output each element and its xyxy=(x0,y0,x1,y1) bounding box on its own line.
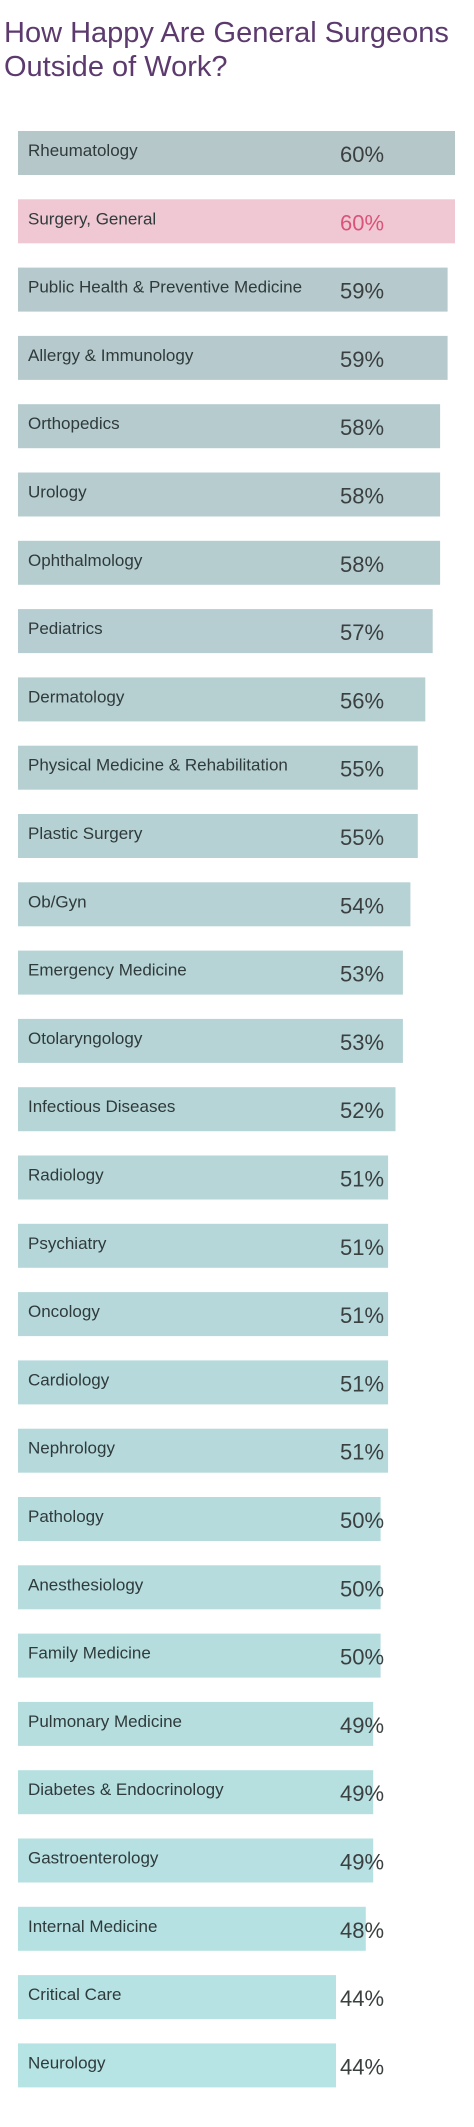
bar-label-7: Pediatrics xyxy=(28,619,103,638)
bar-17 xyxy=(18,1292,389,1337)
bar-3 xyxy=(18,335,448,380)
bar-11 xyxy=(18,882,411,927)
bar-label-28: Neurology xyxy=(28,2053,106,2072)
bar-label-18: Cardiology xyxy=(28,1370,110,1389)
bar-label-5: Urology xyxy=(28,483,87,502)
bar-value-label-7: 57% xyxy=(340,620,384,645)
bar-value-label-14: 52% xyxy=(340,1098,384,1123)
bar-label-4: Orthopedics xyxy=(28,414,120,433)
bar-23 xyxy=(18,1701,374,1746)
bar-value-label-28: 44% xyxy=(340,2054,384,2079)
bar-9 xyxy=(18,745,418,790)
chart-title: How Happy Are General Surgeons Outside o… xyxy=(4,17,449,83)
bar-value-label-8: 56% xyxy=(340,688,384,713)
bar-label-26: Internal Medicine xyxy=(28,1917,157,1936)
bar-label-27: Critical Care xyxy=(28,1985,122,2004)
bar-value-label-1: 60% xyxy=(340,210,384,235)
bar-25 xyxy=(18,1838,374,1883)
bar-label-15: Radiology xyxy=(28,1166,104,1185)
bar-label-8: Dermatology xyxy=(28,687,125,706)
bar-4 xyxy=(18,404,441,449)
bar-value-label-19: 51% xyxy=(340,1440,384,1465)
bar-1 xyxy=(18,199,455,244)
bar-19 xyxy=(18,1428,389,1473)
bar-value-label-15: 51% xyxy=(340,1167,384,1192)
bar-label-9: Physical Medicine & Rehabilitation xyxy=(28,756,288,775)
bar-label-2: Public Health & Preventive Medicine xyxy=(28,278,302,297)
bar-0 xyxy=(18,131,455,175)
bar-label-17: Oncology xyxy=(28,1302,100,1321)
bar-20 xyxy=(18,1497,381,1541)
bar-label-21: Anesthesiology xyxy=(28,1575,144,1594)
bar-value-label-21: 50% xyxy=(340,1576,384,1601)
bar-value-label-26: 48% xyxy=(340,1918,384,1943)
bar-21 xyxy=(18,1565,381,1610)
bar-8 xyxy=(18,677,426,722)
bar-value-label-24: 49% xyxy=(340,1781,384,1806)
bar-label-19: Nephrology xyxy=(28,1439,115,1458)
bar-label-3: Allergy & Immunology xyxy=(28,346,194,365)
bar-label-6: Ophthalmology xyxy=(28,551,143,570)
bar-5 xyxy=(18,472,441,517)
bar-7 xyxy=(18,609,433,654)
bar-15 xyxy=(18,1155,389,1200)
bar-value-label-25: 49% xyxy=(340,1850,384,1875)
bar-value-label-13: 53% xyxy=(340,1030,384,1055)
bar-value-label-6: 58% xyxy=(340,552,384,577)
bar-14 xyxy=(18,1087,396,1132)
bar-label-12: Emergency Medicine xyxy=(28,961,187,980)
bar-value-label-27: 44% xyxy=(340,1986,384,2011)
bar-27 xyxy=(18,1975,336,2020)
bar-value-label-17: 51% xyxy=(340,1303,384,1328)
bar-label-10: Plastic Surgery xyxy=(28,824,143,843)
bar-value-label-22: 50% xyxy=(340,1645,384,1670)
bar-value-label-18: 51% xyxy=(340,1371,384,1396)
bar-2 xyxy=(18,267,448,312)
bar-10 xyxy=(18,814,418,858)
bar-value-label-0: 60% xyxy=(340,142,384,167)
bar-value-label-5: 58% xyxy=(340,484,384,509)
bar-value-label-23: 49% xyxy=(340,1713,384,1738)
bar-label-1: Surgery, General xyxy=(28,209,156,228)
bar-label-20: Pathology xyxy=(28,1507,104,1526)
bar-label-24: Diabetes & Endocrinology xyxy=(28,1780,224,1799)
bar-label-13: Otolaryngology xyxy=(28,1029,143,1048)
bar-value-label-4: 58% xyxy=(340,415,384,440)
bar-value-label-2: 59% xyxy=(340,279,384,304)
bar-24 xyxy=(18,1770,374,1815)
bar-value-label-9: 55% xyxy=(340,757,384,782)
bar-label-0: Rheumatology xyxy=(28,141,138,160)
bar-label-22: Family Medicine xyxy=(28,1644,151,1663)
bar-label-14: Infectious Diseases xyxy=(28,1097,175,1116)
bar-6 xyxy=(18,540,441,585)
bar-label-23: Pulmonary Medicine xyxy=(28,1712,182,1731)
bar-value-label-12: 53% xyxy=(340,962,384,987)
bar-label-11: Ob/Gyn xyxy=(28,892,87,911)
bar-label-25: Gastroenterology xyxy=(28,1849,159,1868)
bar-22 xyxy=(18,1633,381,1678)
bar-18 xyxy=(18,1360,389,1405)
bar-value-label-3: 59% xyxy=(340,347,384,372)
bar-12 xyxy=(18,950,403,995)
bar-13 xyxy=(18,1018,403,1063)
bar-16 xyxy=(18,1223,389,1268)
bar-label-16: Psychiatry xyxy=(28,1234,107,1253)
bar-26 xyxy=(18,1906,366,1951)
bar-value-label-20: 50% xyxy=(340,1508,384,1533)
bar-value-label-10: 55% xyxy=(340,825,384,850)
bar-value-label-11: 54% xyxy=(340,893,384,918)
bar-28 xyxy=(18,2043,336,2088)
bar-value-label-16: 51% xyxy=(340,1235,384,1260)
